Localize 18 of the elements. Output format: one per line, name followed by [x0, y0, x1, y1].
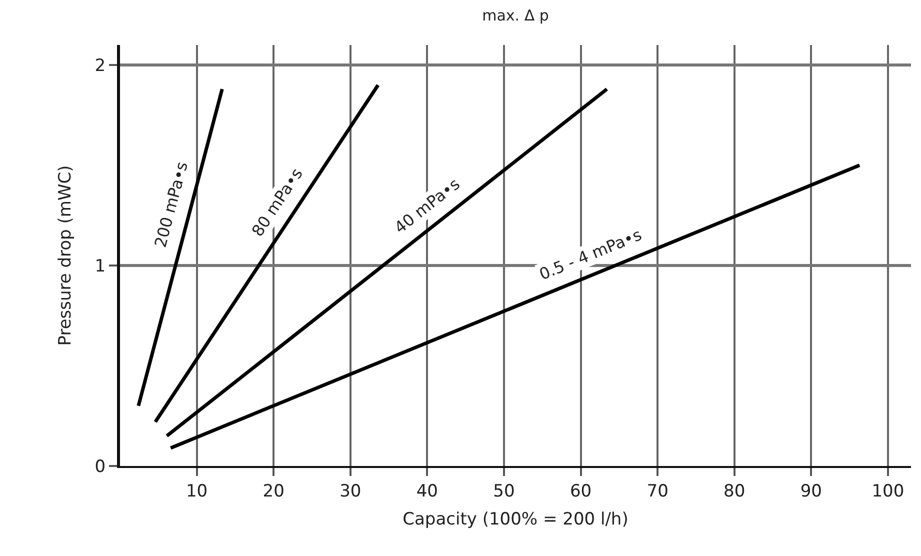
x-tick-label: 100 — [872, 481, 904, 502]
x-tick-label: 40 — [416, 481, 438, 502]
chart-title: max. Δ p — [482, 6, 549, 24]
x-axis-title: Capacity (100% = 200 l/h) — [402, 509, 628, 530]
x-tick-label: 10 — [186, 481, 208, 502]
x-tick-label: 90 — [800, 481, 822, 502]
x-tick-label: 80 — [724, 481, 746, 502]
x-tick-label: 30 — [340, 481, 362, 502]
x-tick-label: 20 — [262, 481, 284, 502]
y-tick-label: 2 — [94, 56, 106, 76]
text: 200 mPa•s — [150, 160, 192, 250]
y-axis-title: Pressure drop (mWC) — [55, 165, 76, 346]
x-tick-label: 50 — [493, 481, 515, 502]
text: 0.5 - 4 mPa•s — [536, 224, 644, 284]
y-tick-label: 1 — [94, 256, 106, 276]
y-tick-label: 0 — [94, 456, 106, 477]
x-tick-label: 70 — [646, 481, 668, 502]
x-tick-label: 60 — [570, 481, 592, 502]
